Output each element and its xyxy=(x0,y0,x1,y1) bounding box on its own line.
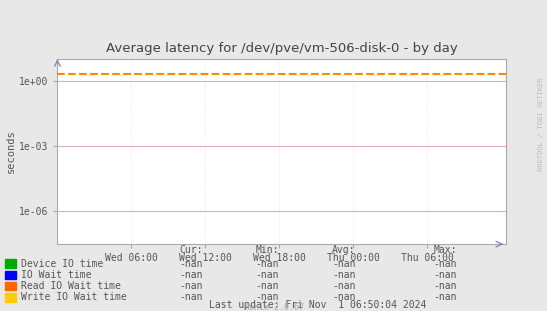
Text: Min:: Min: xyxy=(255,245,279,255)
Text: -nan: -nan xyxy=(179,270,202,280)
Text: IO Wait time: IO Wait time xyxy=(21,270,91,280)
Y-axis label: seconds: seconds xyxy=(6,130,16,174)
Text: -nan: -nan xyxy=(179,281,202,291)
Text: -nan: -nan xyxy=(255,259,279,269)
Text: -nan: -nan xyxy=(433,292,457,302)
Text: -nan: -nan xyxy=(433,270,457,280)
Text: -nan: -nan xyxy=(332,292,356,302)
Text: -nan: -nan xyxy=(179,259,202,269)
Text: Cur:: Cur: xyxy=(179,245,202,255)
Text: Munin 2.0.67: Munin 2.0.67 xyxy=(243,303,304,311)
Text: Last update: Fri Nov  1 06:50:04 2024: Last update: Fri Nov 1 06:50:04 2024 xyxy=(208,300,426,310)
Text: Avg:: Avg: xyxy=(332,245,356,255)
Title: Average latency for /dev/pve/vm-506-disk-0 - by day: Average latency for /dev/pve/vm-506-disk… xyxy=(106,42,458,55)
Text: -nan: -nan xyxy=(433,281,457,291)
Text: -nan: -nan xyxy=(332,259,356,269)
Text: -nan: -nan xyxy=(255,292,279,302)
Text: Max:: Max: xyxy=(433,245,457,255)
Text: Device IO time: Device IO time xyxy=(21,259,103,269)
Text: RRDTOOL / TOBI OETIKER: RRDTOOL / TOBI OETIKER xyxy=(538,78,544,171)
Text: -nan: -nan xyxy=(332,270,356,280)
Text: -nan: -nan xyxy=(179,292,202,302)
Text: Write IO Wait time: Write IO Wait time xyxy=(21,292,126,302)
Text: -nan: -nan xyxy=(433,259,457,269)
Text: Read IO Wait time: Read IO Wait time xyxy=(21,281,121,291)
Text: -nan: -nan xyxy=(255,281,279,291)
Text: -nan: -nan xyxy=(255,270,279,280)
Text: -nan: -nan xyxy=(332,281,356,291)
